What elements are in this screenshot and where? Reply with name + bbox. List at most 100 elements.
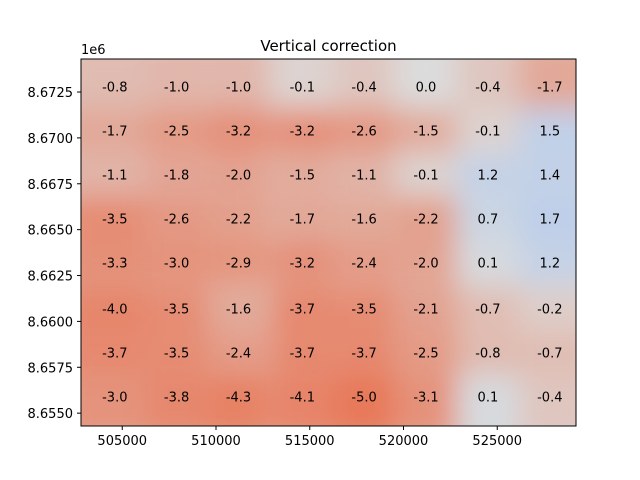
- cell-value-label: -2.2: [226, 213, 251, 228]
- heat-cell: [518, 240, 576, 285]
- cell-value-label: -2.2: [413, 213, 438, 228]
- cell-value-label: -0.4: [351, 81, 376, 96]
- heat-cell: [81, 240, 146, 285]
- cell-value-label: -3.2: [226, 125, 251, 140]
- heat-cell: [271, 108, 334, 153]
- heat-cell: [207, 374, 270, 426]
- cell-value-label: 0.1: [478, 391, 499, 406]
- heat-cell: [145, 374, 208, 426]
- cell-value-label: -0.4: [537, 391, 562, 406]
- heat-cell: [395, 108, 457, 153]
- heat-cell: [81, 286, 146, 331]
- heat-cell: [518, 59, 576, 109]
- cell-value-label: -4.3: [226, 391, 251, 406]
- heat-cell: [207, 108, 270, 153]
- heat-cell: [456, 374, 519, 426]
- cell-value-label: -1.1: [102, 169, 127, 184]
- x-tick-label: 505000: [97, 434, 147, 449]
- cell-value-label: -3.7: [102, 347, 127, 362]
- cell-value-label: -4.0: [102, 303, 127, 318]
- cell-value-label: -1.6: [351, 213, 376, 228]
- heat-cell: [333, 59, 396, 109]
- heat-cell: [207, 330, 270, 375]
- cell-value-label: -2.5: [413, 347, 438, 362]
- cell-value-label: -1.6: [226, 303, 251, 318]
- y-tick-label: 8.6550: [28, 407, 74, 422]
- heat-cell: [395, 196, 457, 241]
- heat-cell: [145, 196, 208, 241]
- cell-value-label: -0.4: [475, 81, 500, 96]
- cell-value-label: -0.7: [537, 347, 562, 362]
- heat-cell: [145, 286, 208, 331]
- heat-cell: [333, 240, 396, 285]
- heat-cell: [518, 286, 576, 331]
- heat-cell: [456, 108, 519, 153]
- cell-value-label: -1.0: [226, 81, 251, 96]
- heat-cell: [333, 374, 396, 426]
- cell-value-label: -2.0: [413, 257, 438, 272]
- cell-value-label: -1.5: [413, 125, 438, 140]
- cell-value-label: -2.4: [226, 347, 251, 362]
- heat-cell: [145, 152, 208, 197]
- heat-cell: [395, 152, 457, 197]
- heat-cell: [333, 152, 396, 197]
- heat-cell: [271, 240, 334, 285]
- heat-cell: [456, 59, 519, 109]
- heat-cell: [518, 108, 576, 153]
- cell-value-label: -1.8: [164, 169, 189, 184]
- y-tick-label: 8.6600: [28, 315, 74, 330]
- cell-value-label: -3.2: [290, 125, 315, 140]
- cell-value-label: -1.1: [351, 169, 376, 184]
- heat-cell: [145, 240, 208, 285]
- heat-cell: [518, 196, 576, 241]
- heat-cell: [395, 286, 457, 331]
- heat-cell: [333, 286, 396, 331]
- cell-value-label: -3.7: [290, 347, 315, 362]
- cell-value-label: -1.7: [102, 125, 127, 140]
- heat-cell: [81, 108, 146, 153]
- plot-frame: [80, 58, 577, 427]
- heat-cell: [395, 374, 457, 426]
- heat-cell: [271, 286, 334, 331]
- cell-value-label: -1.7: [290, 213, 315, 228]
- heat-cell: [145, 108, 208, 153]
- heat-cell: [456, 152, 519, 197]
- heat-cell: [271, 374, 334, 426]
- cell-value-label: -3.1: [413, 391, 438, 406]
- cell-value-label: -1.7: [537, 81, 562, 96]
- heat-cell: [207, 196, 270, 241]
- x-tick-label: 515000: [285, 434, 335, 449]
- cell-value-label: -2.9: [226, 257, 251, 272]
- heat-cell: [518, 152, 576, 197]
- y-axis: 8.6550 8.6575 8.6600 8.6625 8.6650 8.6675 8.67…: [28, 86, 81, 422]
- heat-cell: [81, 152, 146, 197]
- heat-cell: [395, 330, 457, 375]
- heat-cell: [271, 196, 334, 241]
- heat-cell: [518, 330, 576, 375]
- cell-value-label: 1.2: [478, 169, 499, 184]
- heat-cell: [271, 330, 334, 375]
- cell-value-label: 1.7: [539, 213, 560, 228]
- cell-value-label: -2.4: [351, 257, 376, 272]
- cell-value-label: -3.2: [290, 257, 315, 272]
- heat-cell: [395, 59, 457, 109]
- heat-cell: [456, 330, 519, 375]
- y-offset-label: 1e6: [81, 43, 106, 58]
- cell-value-label: 1.4: [539, 169, 560, 184]
- y-tick-label: 8.6700: [28, 132, 74, 147]
- cell-value-label: -4.1: [290, 391, 315, 406]
- x-tick-label: 510000: [191, 434, 241, 449]
- cell-value-label: -3.0: [164, 257, 189, 272]
- x-tick-label: 525000: [472, 434, 522, 449]
- cell-value-label: -2.1: [413, 303, 438, 318]
- y-tick-label: 8.6725: [28, 86, 74, 101]
- cell-value-label: -2.6: [351, 125, 376, 140]
- heat-cell: [81, 59, 146, 109]
- chart-title: Vertical correction: [260, 37, 396, 55]
- cell-value-label: -0.1: [413, 169, 438, 184]
- y-tick-label: 8.6675: [28, 178, 74, 193]
- heat-cell: [145, 330, 208, 375]
- cell-value-label: 1.5: [539, 125, 560, 140]
- heat-cell: [518, 374, 576, 426]
